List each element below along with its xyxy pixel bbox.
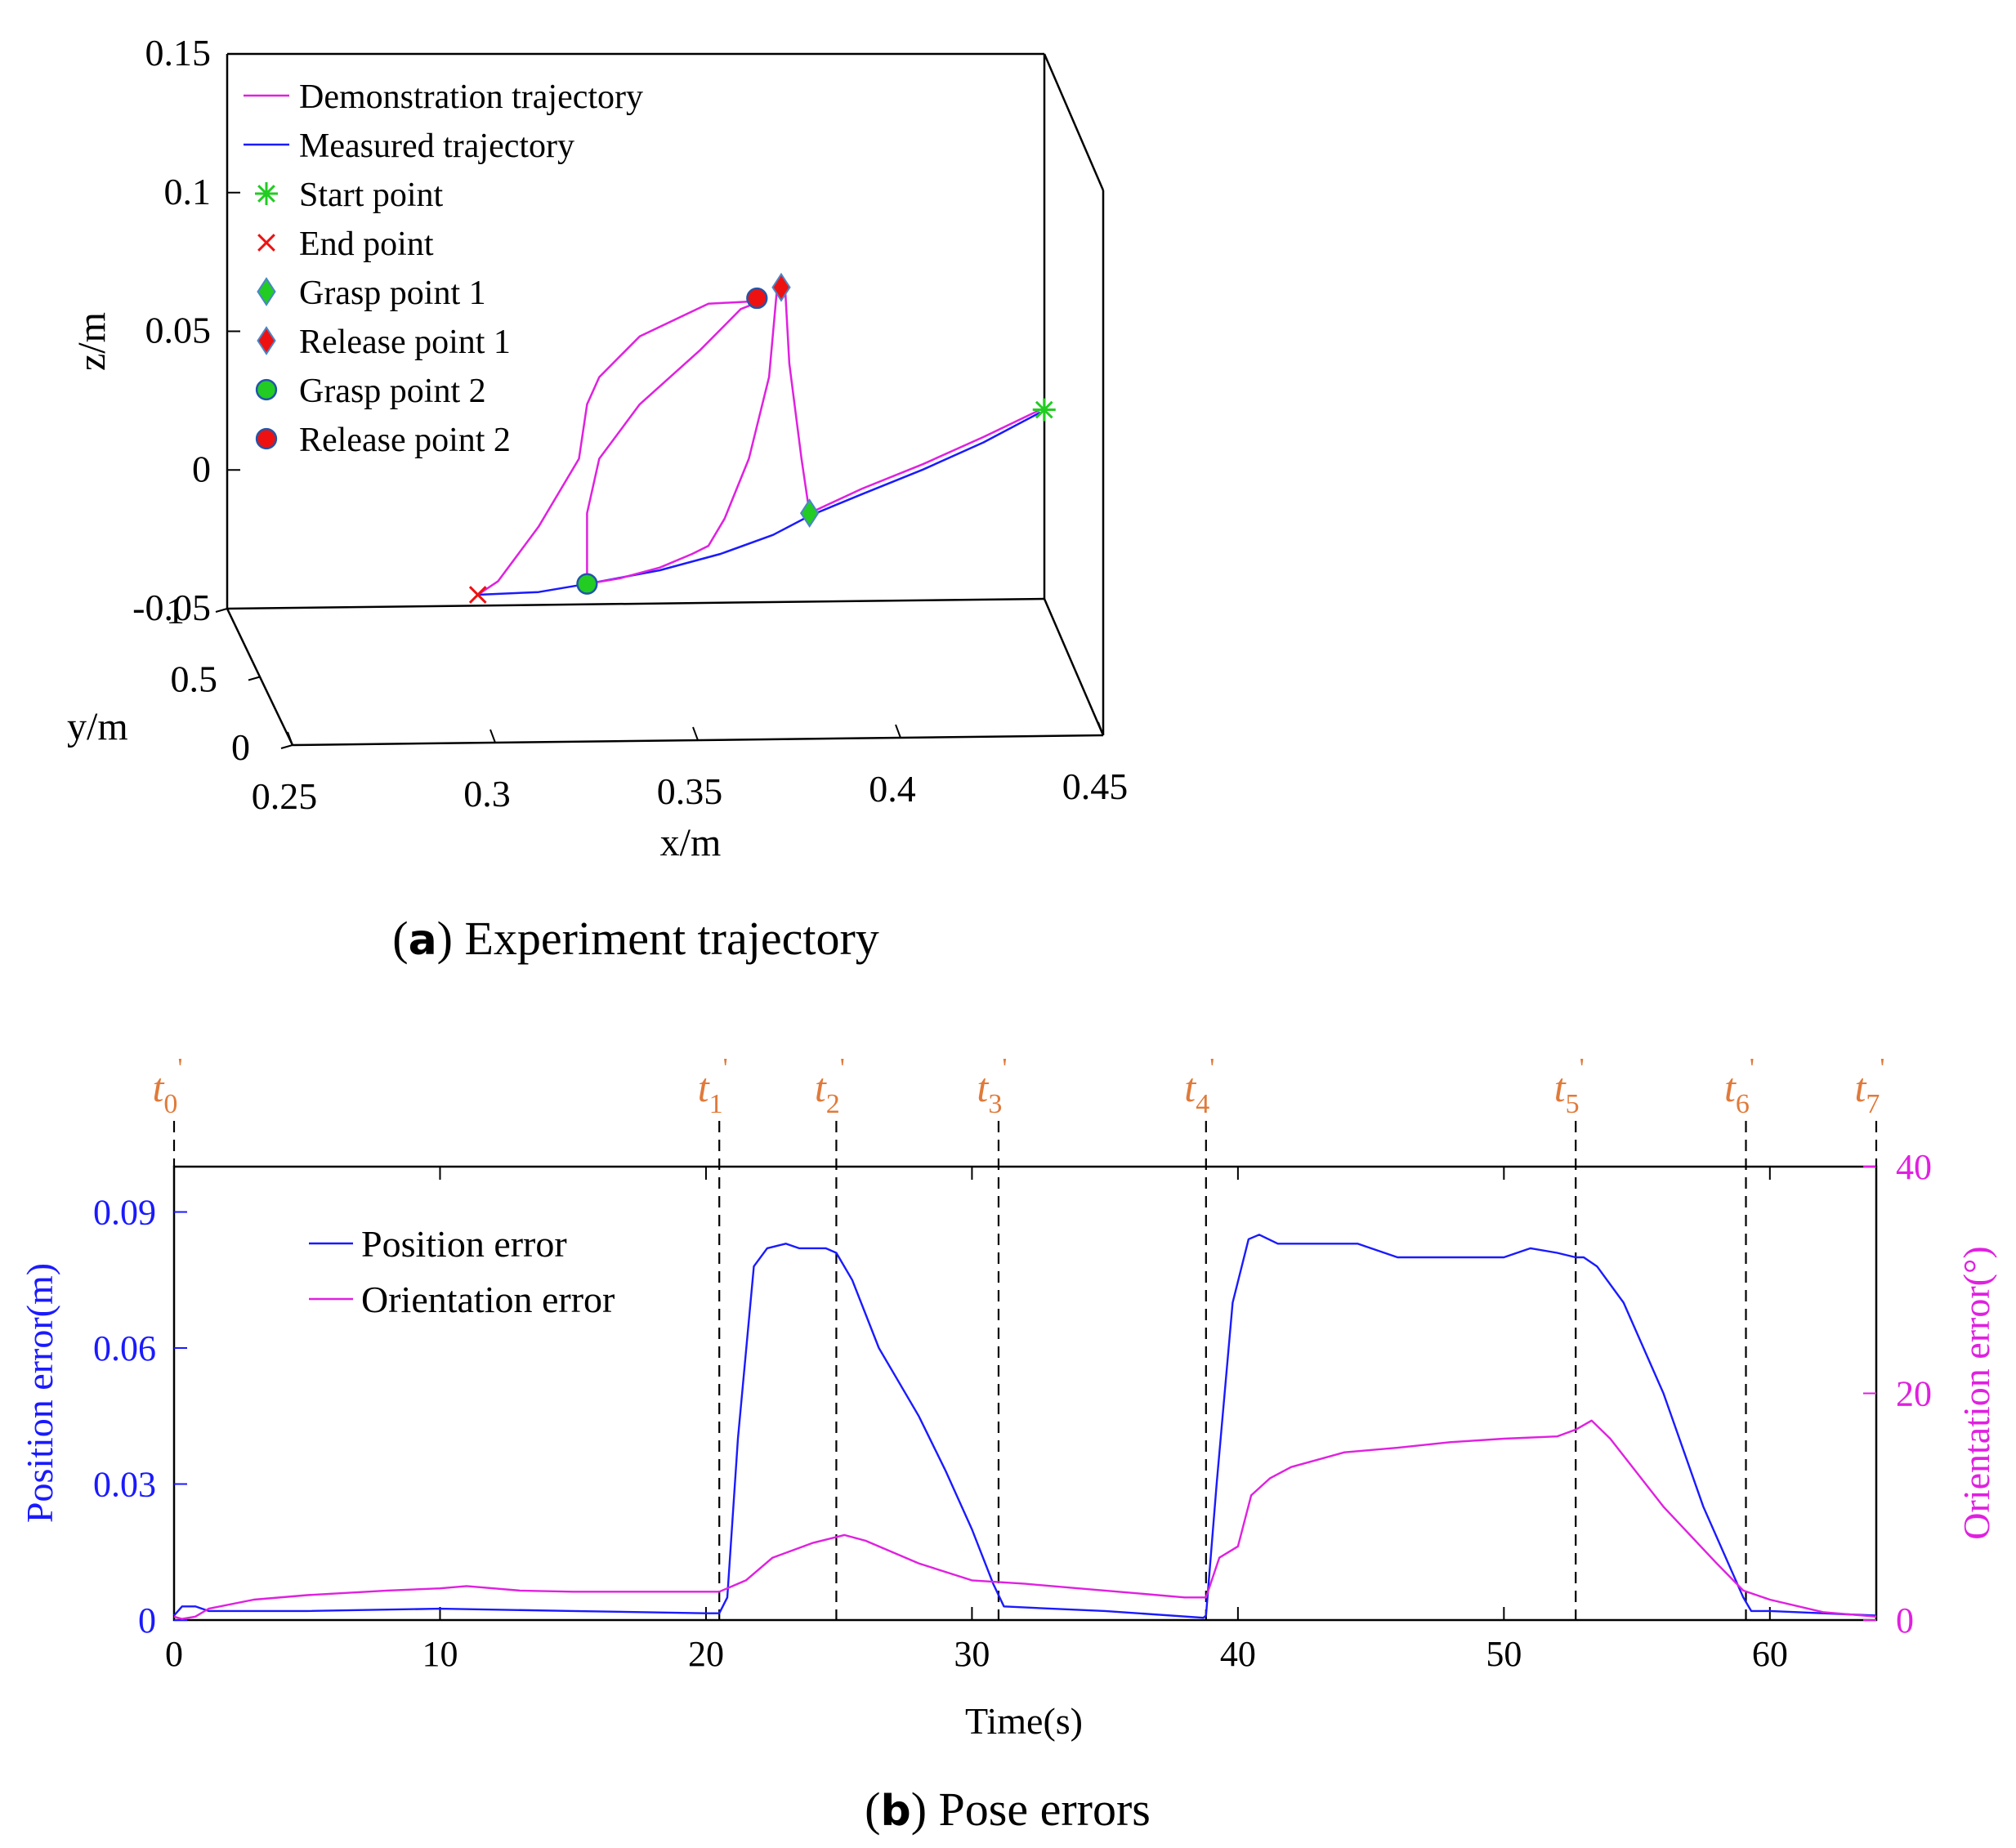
demonstration-trajectory-line: [809, 408, 1041, 515]
panel-b-pose-error-chart: 0 10 20 30 40 50 60 0 0.03 0.06 0.09 0 20 40 t0' t1' t2…: [19, 1053, 1997, 1742]
z-tick-label: 0.15: [145, 32, 212, 74]
grasp-point-1-marker: [799, 498, 820, 529]
z-tick-label: -0.05: [132, 587, 211, 628]
legend-label: Position error: [361, 1223, 567, 1265]
legend-label: Measured trajectory: [299, 127, 574, 165]
z-tick-label: 0.05: [145, 310, 212, 351]
x-axis-label-time: Time(s): [965, 1700, 1083, 1742]
x-tick: [489, 729, 496, 743]
x-tick-label: 0.25: [252, 775, 318, 817]
x-tick: [692, 726, 699, 741]
z-tick-label: 0: [192, 448, 211, 489]
x-tick-label: 30: [954, 1634, 990, 1674]
x-tick: [895, 724, 901, 739]
box-bottom-edge: [226, 597, 1045, 610]
x-tick-label: 40: [1220, 1634, 1256, 1674]
x-tick-label: 0.4: [869, 768, 916, 810]
y-axis-label: y/m: [67, 705, 128, 748]
legend-label: Release point 1: [299, 324, 511, 361]
x-tick: [287, 731, 293, 746]
trajectory-series: [477, 286, 1041, 596]
event-label-t2: t2': [815, 1053, 845, 1119]
legend-symbol: [257, 277, 276, 306]
x-tick-label: 20: [688, 1634, 724, 1674]
y-tick: [280, 744, 293, 749]
legend-label: Grasp point 2: [299, 373, 486, 410]
x-tick-label: 50: [1486, 1634, 1522, 1674]
y-tick: [248, 676, 261, 681]
pose-error-series: [173, 1234, 1877, 1620]
x-tick-label: 10: [422, 1634, 458, 1674]
position-error-line: [173, 1234, 1877, 1619]
y-tick-label-left: 0.03: [93, 1465, 156, 1505]
x-tick-label: 60: [1752, 1634, 1788, 1674]
demonstration-trajectory-line: [587, 286, 811, 585]
x-tick-label: 0.3: [463, 773, 511, 815]
panel-a-trajectory-chart: -0.05 0 0.05 0.1 0.15 0 0.5 1 0.25 0.3 0.35 0.4 0.45…: [67, 32, 1128, 864]
x-tick-label: 0.45: [1062, 766, 1129, 807]
legend-label: End point: [299, 225, 434, 263]
grasp-point-2-marker: [576, 573, 598, 595]
demonstration-trajectory-line: [586, 300, 762, 584]
trajectory-markers: [468, 272, 1056, 604]
y-tick-label-left: 0: [138, 1600, 156, 1640]
y-axis-label-orientation: Orientation error(°): [1956, 1246, 1997, 1539]
measured-trajectory-line: [477, 411, 1041, 596]
caption-b: (b) Pose errors: [865, 1783, 1151, 1836]
y-tick-label-right: 40: [1896, 1147, 1932, 1187]
event-label-t7: t7': [1854, 1053, 1884, 1119]
y-tick-label-left: 0.06: [93, 1328, 156, 1368]
event-label-t0: t0': [152, 1053, 182, 1119]
x-tick-label: 0.35: [657, 770, 723, 812]
release-point-2-marker: [746, 287, 768, 310]
legend-symbol: [255, 182, 278, 205]
start-point-marker: [1032, 398, 1056, 422]
legend-label: Grasp point 1: [299, 275, 486, 312]
end-point-marker: [468, 586, 487, 604]
y-tick-label-right: 20: [1896, 1374, 1932, 1414]
x-tick: [1097, 721, 1104, 736]
y-tick-label: 0: [231, 726, 250, 768]
z-axis-label: z/m: [70, 312, 114, 371]
event-label-t1: t1': [698, 1053, 728, 1119]
x-tick-label: 0: [165, 1634, 183, 1674]
y-tick-label: 1: [166, 590, 185, 632]
trajectory-ticks: [215, 53, 1104, 749]
orientation-error-line: [173, 1419, 1877, 1620]
legend-symbol: [257, 326, 276, 355]
legend-symbol: [257, 234, 275, 252]
event-markers: t0' t1' t2' t3' t4' t5' t6' t7': [152, 1053, 1885, 1620]
box-back-top-edge: [1043, 53, 1105, 191]
caption-a: (a) Experiment trajectory: [392, 912, 879, 965]
x-axis-label: x/m: [660, 821, 722, 864]
box-back-bottom-edge: [1043, 598, 1105, 736]
y-tick: [215, 608, 228, 613]
event-label-t4: t4': [1184, 1053, 1214, 1119]
y-tick-label-left: 0.09: [93, 1193, 156, 1233]
release-point-1-marker: [771, 272, 791, 302]
y-tick-label-right: 0: [1896, 1600, 1914, 1640]
event-label-t6: t6': [1724, 1053, 1755, 1119]
y-axis-label-position: Position error(m): [19, 1263, 60, 1523]
legend-symbol: [255, 427, 278, 450]
z-tick-label: 0.1: [164, 171, 212, 212]
legend-symbol: [255, 378, 278, 401]
legend-label: Start point: [299, 176, 443, 214]
pose-error-legend: Position error Orientation error: [309, 1223, 615, 1320]
legend-label: Release point 2: [299, 422, 511, 459]
demonstration-trajectory-line: [477, 300, 762, 596]
event-label-t5: t5': [1554, 1053, 1585, 1119]
trajectory-tick-labels: -0.05 0 0.05 0.1 0.15 0 0.5 1 0.25 0.3 0.35 0.4 0.45: [132, 32, 1128, 817]
event-label-t3: t3': [977, 1053, 1007, 1119]
pose-error-tick-labels: 0 10 20 30 40 50 60 0 0.03 0.06 0.09 0 20 40: [93, 1147, 1932, 1674]
legend-label: Orientation error: [361, 1279, 615, 1320]
legend-label: Demonstration trajectory: [299, 78, 643, 116]
y-tick-label: 0.5: [171, 658, 218, 700]
trajectory-legend: Demonstration trajectory Measured traject…: [244, 78, 643, 459]
